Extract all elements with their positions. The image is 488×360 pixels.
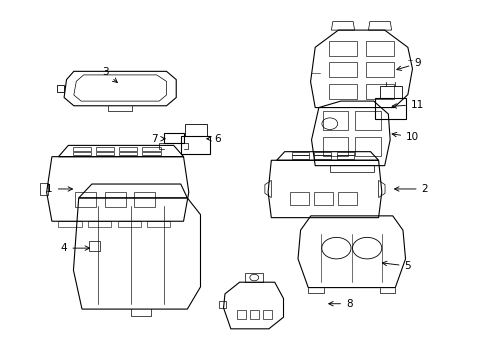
Text: 2: 2 [394,184,427,194]
Text: 10: 10 [391,132,418,142]
Bar [366,62,393,77]
Bar [374,98,406,119]
Bar [73,152,91,155]
Bar [88,241,100,251]
Text: 6: 6 [206,134,221,144]
Bar [88,221,111,227]
Bar [73,147,91,151]
Bar [328,41,356,56]
Bar [336,152,353,155]
Bar [245,273,263,282]
Bar [75,192,96,207]
Bar [119,152,137,155]
Bar [163,133,183,143]
Text: 7: 7 [151,134,165,144]
Bar [104,192,125,207]
Bar [219,301,225,308]
Bar [314,156,331,159]
Bar [134,192,155,207]
Bar [59,221,81,227]
Bar [142,152,160,155]
Bar [249,310,259,319]
Bar [291,156,308,159]
Bar [147,221,170,227]
Bar [314,192,332,205]
Bar [118,221,141,227]
Text: 11: 11 [391,100,424,110]
Bar [184,125,206,136]
Bar [289,192,308,205]
Bar [355,136,380,156]
Bar [366,84,393,99]
Bar [366,41,393,56]
Bar [263,310,272,319]
Bar [181,136,210,154]
Bar [336,156,353,159]
Bar [329,165,373,172]
Text: 1: 1 [46,184,72,194]
Bar [328,84,356,99]
Text: 5: 5 [382,261,410,271]
Text: 8: 8 [328,299,352,309]
Bar [142,147,160,151]
Bar [338,192,356,205]
Bar [322,111,347,130]
Text: 9: 9 [396,58,420,71]
Bar [40,183,48,195]
Bar [96,152,114,155]
Bar [314,152,331,155]
Bar [236,310,245,319]
Bar [96,147,114,151]
Bar [119,147,137,151]
Text: 3: 3 [102,67,117,82]
Text: 4: 4 [61,243,89,253]
Bar [328,62,356,77]
Bar [379,86,401,98]
Bar [355,111,380,130]
Bar [322,136,347,156]
Bar [291,152,308,155]
